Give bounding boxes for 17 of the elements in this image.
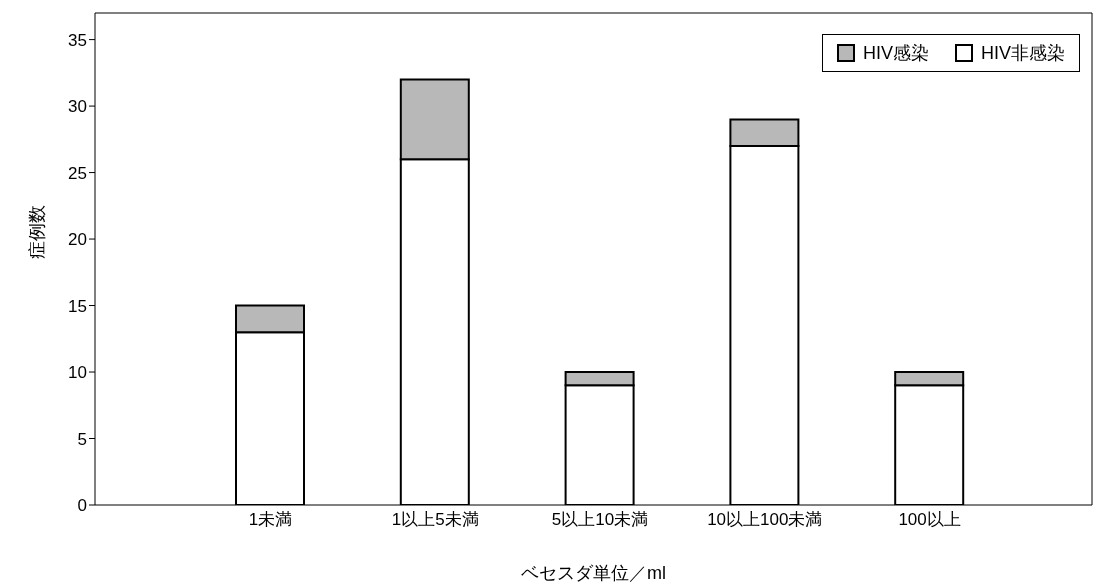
y-tick-label: 35	[68, 30, 87, 50]
y-tick-label: 10	[68, 363, 87, 383]
x-tick-label: 1以上5未満	[391, 510, 479, 530]
y-tick-label: 20	[68, 230, 87, 250]
x-axis-title: ベセスダ単位／ml	[521, 563, 666, 583]
x-tick-label: 1未満	[248, 510, 293, 530]
x-tick-label: 100以上	[898, 510, 961, 530]
legend-label: HIV非感染	[980, 42, 1065, 65]
y-tick-label: 15	[68, 296, 87, 316]
y-tick-label: 25	[68, 163, 87, 183]
x-tick-label: 10以上100未満	[707, 510, 823, 530]
y-axis-title: 症例数	[27, 205, 48, 259]
legend-label: HIV感染	[862, 42, 929, 65]
x-tick-label: 5以上10未満	[551, 510, 649, 530]
y-tick-label: 30	[68, 97, 87, 117]
y-tick-label: 5	[77, 429, 87, 449]
y-tick-label: 0	[77, 496, 87, 516]
